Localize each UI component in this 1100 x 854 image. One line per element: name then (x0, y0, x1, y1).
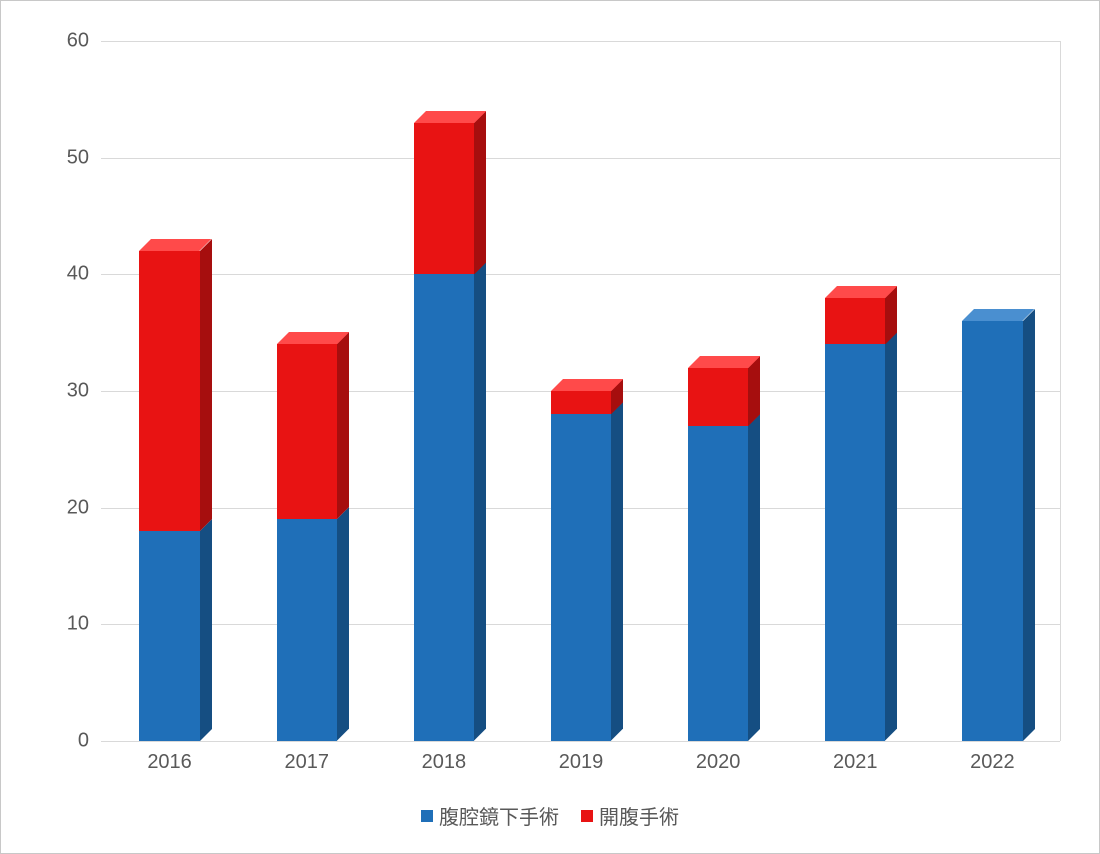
bar-top-face (277, 332, 349, 344)
legend-label: 開腹手術 (599, 801, 679, 830)
bar-group (414, 41, 474, 741)
bar-side-face (337, 332, 349, 519)
bar-front-face (688, 368, 748, 426)
bar-segment (414, 123, 474, 275)
bar-top-face (551, 379, 623, 391)
bar-front-face (688, 426, 748, 741)
bar-group (139, 41, 199, 741)
bar-front-face (277, 344, 337, 519)
x-tick-label: 2016 (147, 741, 192, 774)
legend-swatch (421, 810, 433, 822)
bar-top-face (414, 111, 486, 123)
bar-side-face (474, 111, 486, 275)
bar-side-face (1023, 309, 1035, 741)
bar-segment (277, 344, 337, 519)
y-tick-label: 40 (67, 263, 101, 286)
y-tick-label: 60 (67, 30, 101, 53)
bar-front-face (551, 414, 611, 741)
legend-item: 開腹手術 (581, 801, 679, 830)
bar-top-face (688, 356, 760, 368)
bar-group (277, 41, 337, 741)
x-tick-label: 2018 (422, 741, 467, 774)
y-tick-label: 10 (67, 613, 101, 636)
bar-side-face (474, 262, 486, 741)
y-tick-label: 0 (78, 730, 101, 753)
bar-segment (139, 531, 199, 741)
plot-area: 0102030405060201620172018201920202021202… (101, 41, 1061, 741)
bar-front-face (139, 531, 199, 741)
bar-side-face (885, 332, 897, 741)
bar-side-face (200, 239, 212, 531)
chart-container: 0 10 20 30 40 50 60 2016 2017 2018 2019 2020 2021 202… (0, 0, 1100, 854)
legend-item: 腹腔鏡下手術 (421, 801, 559, 830)
bar-segment (825, 298, 885, 345)
bar-top-face (139, 239, 211, 251)
bar-side-face (611, 402, 623, 741)
x-tick-label: 2022 (970, 741, 1015, 774)
y-tick-label: 50 (67, 146, 101, 169)
bar-group (825, 41, 885, 741)
bar-front-face (414, 274, 474, 741)
y-tick-label: 30 (67, 380, 101, 403)
bar-segment (825, 344, 885, 741)
x-tick-label: 2017 (284, 741, 329, 774)
bar-side-face (748, 414, 760, 741)
bar-top-face (825, 286, 897, 298)
bar-front-face (551, 391, 611, 414)
bar-front-face (414, 123, 474, 275)
bar-segment (551, 391, 611, 414)
bar-side-face (200, 519, 212, 741)
bar-segment (688, 426, 748, 741)
bar-front-face (139, 251, 199, 531)
bar-front-face (825, 298, 885, 345)
bar-side-face (337, 507, 349, 741)
y-tick-label: 20 (67, 496, 101, 519)
bar-front-face (962, 321, 1022, 741)
bar-segment (139, 251, 199, 531)
x-tick-label: 2019 (559, 741, 604, 774)
bar-segment (962, 321, 1022, 741)
bar-segment (551, 414, 611, 741)
x-tick-label: 2020 (696, 741, 741, 774)
bar-front-face (277, 519, 337, 741)
bar-segment (688, 368, 748, 426)
bar-top-face (962, 309, 1034, 321)
legend-swatch (581, 810, 593, 822)
legend: 腹腔鏡下手術 開腹手術 (1, 801, 1099, 830)
bar-segment (277, 519, 337, 741)
bar-group (551, 41, 611, 741)
bar-group (962, 41, 1022, 741)
bar-front-face (825, 344, 885, 741)
x-tick-label: 2021 (833, 741, 878, 774)
bar-group (688, 41, 748, 741)
legend-label: 腹腔鏡下手術 (439, 801, 559, 830)
bar-segment (414, 274, 474, 741)
